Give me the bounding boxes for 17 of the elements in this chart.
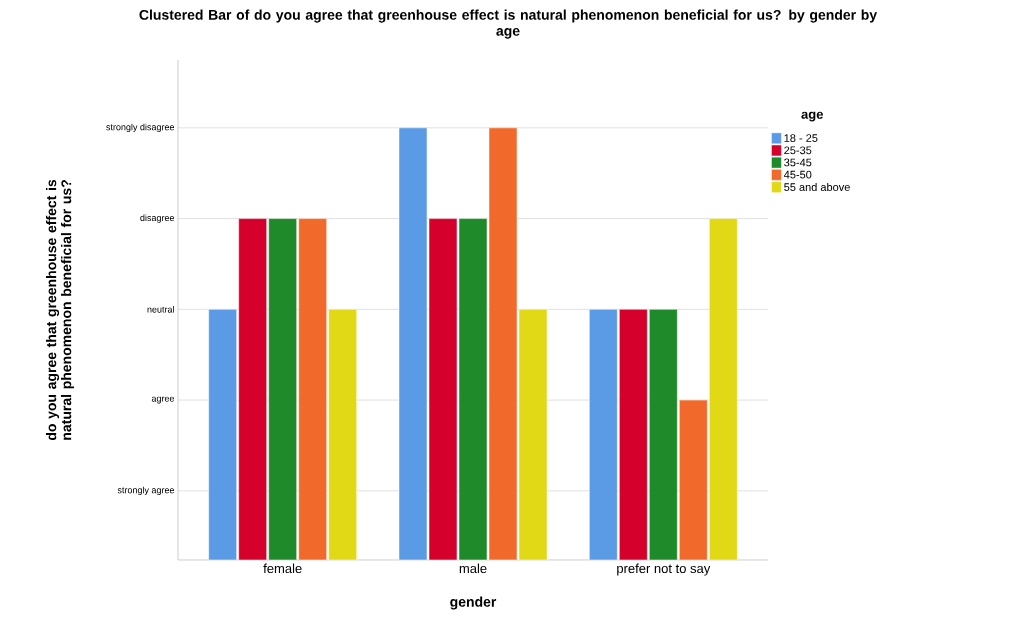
legend-label: 55 and above bbox=[784, 182, 850, 191]
text: do you agree that greenhouse effect is natural phenomenon beneficial for us? bbox=[45, 179, 75, 441]
ref-line-label: agree bbox=[151, 396, 175, 404]
ref-line-label: disagree bbox=[140, 214, 175, 223]
legend-title: age bbox=[801, 111, 823, 122]
x-tick-label: male bbox=[459, 563, 487, 574]
legend-label: 35-45 bbox=[784, 158, 812, 167]
ref-line-label: neutral bbox=[147, 306, 174, 313]
x-tick-label: female bbox=[263, 563, 302, 574]
x-axis-title: gender bbox=[450, 596, 497, 610]
legend-label: 45-50 bbox=[783, 170, 812, 179]
ref-line-label: strongly agree bbox=[117, 486, 175, 496]
x-tick-label: prefer not to say bbox=[617, 563, 711, 576]
chart-title: Clustered Bar of do you agree that greenhouse effect is natural phenomenon beneficial for us? by gender by age bbox=[139, 9, 878, 39]
ref-line-label: strongly disagree bbox=[106, 123, 175, 133]
legend-label: 25-35 bbox=[784, 146, 812, 155]
legend-label: 18 - 25 bbox=[784, 134, 818, 142]
